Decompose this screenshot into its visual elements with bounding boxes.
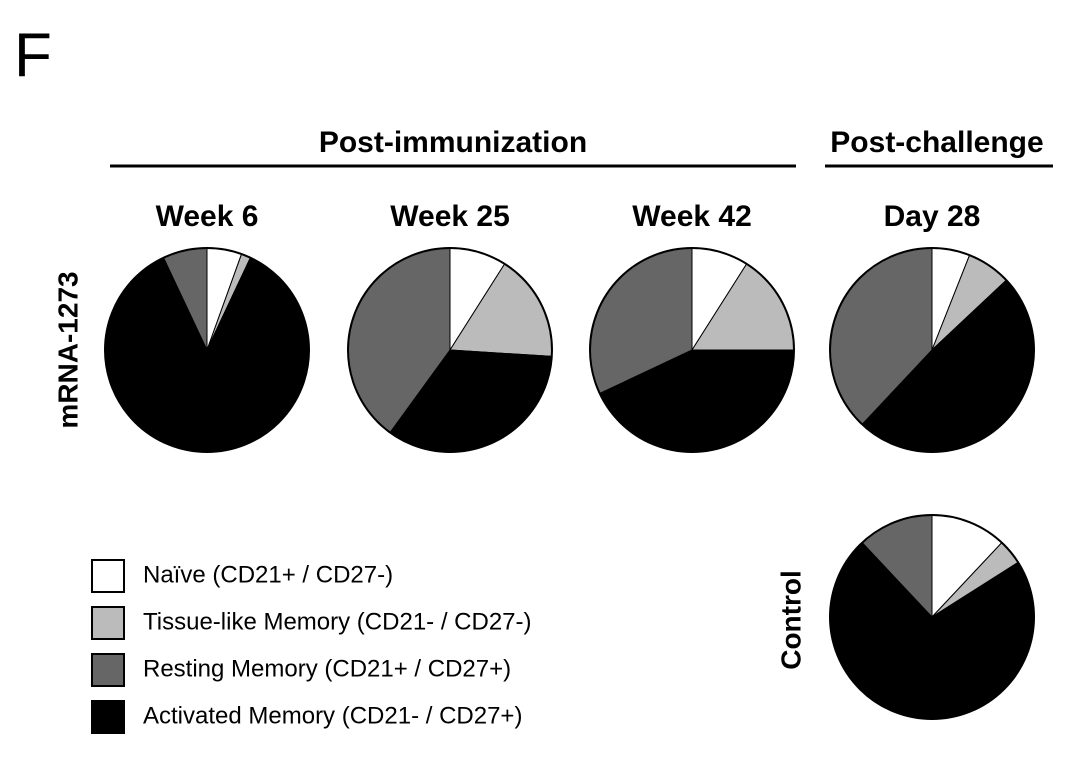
- legend-label: Resting Memory (CD21+ / CD27+): [143, 655, 511, 682]
- legend-swatch: [91, 700, 125, 734]
- pie-outline: [829, 514, 1035, 720]
- pie-outline: [347, 247, 553, 453]
- pie-outline: [589, 247, 795, 453]
- group-header: Post-challenge: [830, 126, 1043, 159]
- legend-swatch: [91, 653, 125, 687]
- legend-swatch: [91, 559, 125, 593]
- legend-swatch: [91, 606, 125, 640]
- pie-title: Week 6: [156, 200, 259, 233]
- row-label: Control: [775, 570, 806, 670]
- legend-label: Tissue-like Memory (CD21- / CD27-): [143, 608, 532, 635]
- panel-label: F: [14, 21, 52, 90]
- row-label: mRNA-1273: [52, 271, 83, 428]
- pie-title: Day 28: [884, 200, 981, 233]
- pie-title: Week 25: [390, 200, 510, 233]
- pie-title: Week 42: [632, 200, 752, 233]
- pie-outline: [104, 247, 310, 453]
- legend-label: Naïve (CD21+ / CD27-): [143, 561, 393, 588]
- group-header: Post-immunization: [319, 126, 587, 159]
- legend-label: Activated Memory (CD21- / CD27+): [143, 702, 522, 729]
- pie-outline: [829, 247, 1035, 453]
